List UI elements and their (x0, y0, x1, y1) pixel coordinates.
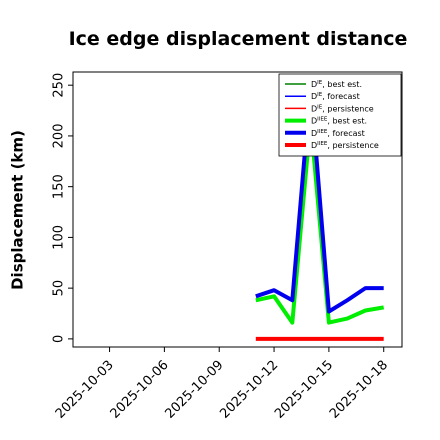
legend-label: DIE, best est. (311, 80, 362, 89)
chart-title: Ice edge displacement distance (69, 28, 408, 50)
y-tick-label: 50 (52, 280, 67, 297)
legend-label: DIIEE, best est. (311, 117, 367, 126)
legend-label: DIE, persistence (311, 104, 374, 113)
x-tick-label: 2025-10-03 (53, 358, 117, 422)
series-line-4 (255, 83, 384, 314)
legend: DIE, best est. DIE, forecast DIE, persiste… (278, 73, 402, 157)
x-tick-label: 2025-10-15 (272, 358, 336, 422)
y-tick-label: 0 (52, 335, 67, 343)
legend-box (278, 73, 402, 157)
y-tick-label: 100 (52, 225, 67, 250)
y-axis-label: Displacement (km) (9, 130, 27, 290)
x-tick-label: 2025-10-12 (217, 358, 281, 422)
x-tick-label: 2025-10-06 (108, 358, 172, 422)
x-tick-label: 2025-10-09 (162, 358, 226, 422)
x-axis: 2025-10-032025-10-062025-10-092025-10-12… (53, 347, 391, 422)
plot-frame (72, 71, 403, 348)
legend-label: DIIEE, forecast (311, 129, 365, 138)
plot-area (255, 83, 385, 341)
y-tick-label: 250 (52, 73, 67, 98)
y-axis: 0 50 100 150 200 250 (52, 73, 73, 343)
y-tick-label: 150 (52, 174, 67, 199)
legend-label: DIIEE, persistence (311, 141, 379, 150)
x-tick-label: 2025-10-18 (327, 358, 391, 422)
y-tick-label: 200 (52, 124, 67, 149)
legend-label: DIE, forecast (311, 92, 360, 101)
